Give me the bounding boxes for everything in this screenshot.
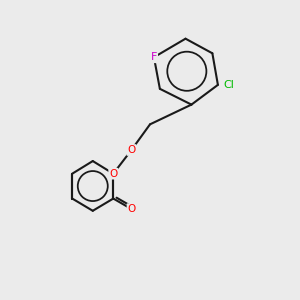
Text: Cl: Cl xyxy=(223,80,234,90)
Text: F: F xyxy=(151,52,157,62)
Text: O: O xyxy=(127,145,136,155)
Text: O: O xyxy=(128,204,136,214)
Text: O: O xyxy=(109,169,117,179)
